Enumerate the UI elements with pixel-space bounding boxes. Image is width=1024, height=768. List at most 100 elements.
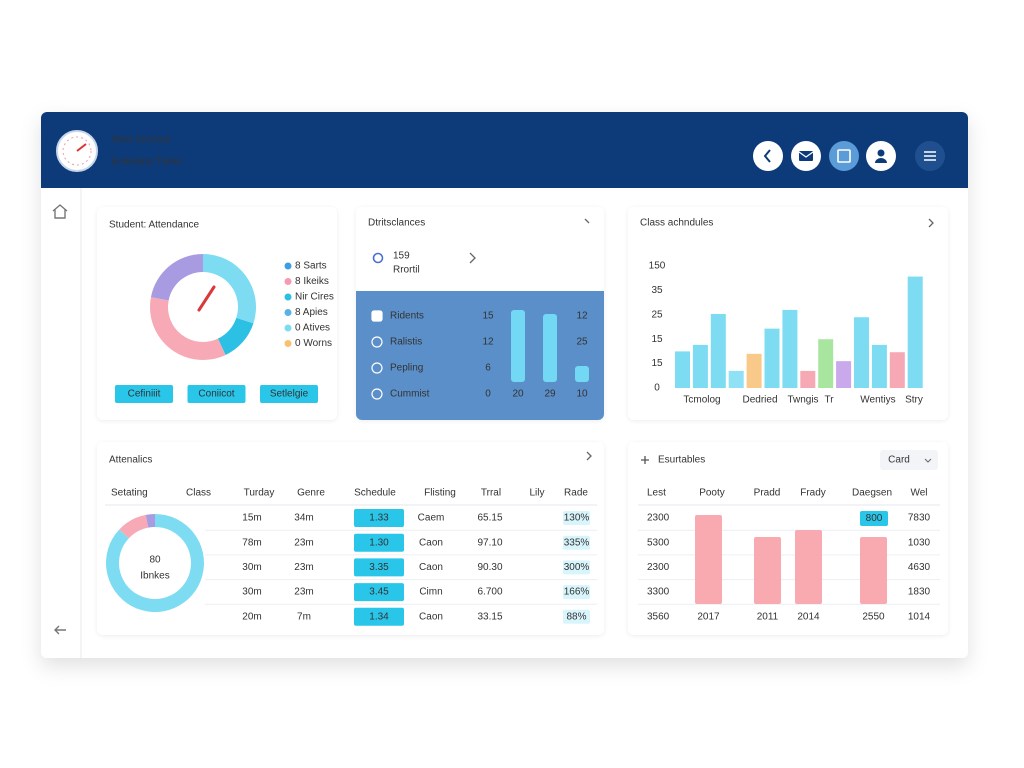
nav-calendar[interactable]: [829, 141, 859, 171]
badge-label: 88%: [566, 611, 586, 622]
badge-label: 3.45: [369, 587, 389, 598]
chevrons[interactable]: [469, 218, 934, 461]
row-value: 12: [482, 337, 494, 348]
column-header: Frady: [800, 488, 826, 499]
badge: [563, 585, 590, 600]
cell: 4630: [908, 562, 931, 573]
row-label: Cummist: [390, 389, 430, 400]
bar: [695, 515, 722, 604]
column-header: Schedule: [354, 488, 396, 499]
logo-hand: [76, 143, 87, 152]
badge: [354, 533, 404, 552]
cell: 33.15: [477, 611, 502, 622]
calendar-icon: [837, 149, 851, 163]
menu-icon: [924, 151, 936, 161]
cell: Cimn: [419, 587, 442, 598]
cell: Caem: [418, 513, 445, 524]
bar-label: 2014: [797, 612, 820, 623]
panel: [97, 207, 337, 420]
y-tick-label: 15: [651, 334, 663, 345]
bar: [860, 537, 887, 604]
panel: [628, 442, 948, 635]
row-value: 15: [482, 311, 494, 322]
legend-label: 8 Sarts: [295, 261, 327, 272]
column-header: Flisting: [424, 488, 456, 499]
profile-body: [875, 158, 887, 163]
badge-label: 1.34: [369, 611, 389, 622]
bar-label: 20: [512, 389, 524, 400]
badge: [860, 511, 888, 526]
column-header: Lily: [529, 488, 544, 499]
bar: [511, 310, 525, 382]
logo-ring: [62, 136, 92, 166]
legend-label: 0 Atives: [295, 323, 330, 334]
badge-label: 1.30: [369, 537, 389, 548]
nav-back[interactable]: [753, 141, 783, 171]
card-button-label: Card: [888, 455, 910, 466]
cell: 90.30: [477, 562, 502, 573]
cell: 34m: [294, 513, 313, 524]
bar: [710, 313, 726, 388]
column-header: Rade: [564, 488, 588, 499]
bar: [871, 344, 887, 388]
cell: Caon: [419, 611, 443, 622]
bar: [543, 314, 557, 382]
badge: [563, 511, 590, 525]
cell: 30m: [242, 562, 261, 573]
badge: [563, 535, 590, 550]
button-label: Cefiniiit: [128, 389, 161, 400]
panel: [97, 442, 604, 635]
donut-segment: [217, 317, 254, 355]
plus-icon[interactable]: [641, 456, 649, 464]
cell: 1830: [908, 587, 931, 598]
donut-segment: [203, 254, 256, 324]
bar: [746, 353, 762, 388]
cell: 5300: [647, 537, 670, 548]
legend-dot: [284, 324, 292, 332]
stat-label: Rrortil: [393, 265, 420, 276]
column-header: Pooty: [699, 488, 725, 499]
bar: [854, 317, 869, 388]
row-end: 10: [576, 389, 588, 400]
cell: Caon: [419, 537, 443, 548]
x-tick-label: Stry: [905, 395, 923, 406]
app-subtitle: Enlerdion Tislee: [111, 157, 183, 168]
mail-icon: [799, 151, 813, 161]
mail-flap: [798, 151, 814, 158]
button[interactable]: [115, 385, 173, 403]
badge-label: 300%: [564, 562, 590, 573]
row-value: 0: [485, 389, 491, 400]
cell: 3300: [647, 587, 670, 598]
button-label: Coniicot: [198, 389, 234, 400]
row-label: Ridents: [390, 311, 424, 322]
card-button[interactable]: [880, 450, 938, 470]
badge: [354, 607, 404, 626]
panel-title: Attenalics: [109, 455, 152, 466]
row-icon: [371, 310, 383, 322]
bar: [782, 309, 798, 388]
column-header: Class: [186, 488, 211, 499]
y-tick-label: 25: [651, 309, 663, 320]
button[interactable]: [260, 385, 318, 403]
bar: [907, 276, 923, 388]
bar-label: 29: [544, 389, 556, 400]
x-tick-label: Twngis: [787, 395, 818, 406]
badge-label: 166%: [564, 587, 590, 598]
home-icon[interactable]: [52, 204, 68, 219]
badge-label: 130%: [564, 513, 590, 524]
legend-dot: [284, 278, 292, 285]
back-icon[interactable]: [54, 625, 66, 635]
panel-title: Student: Attendance: [109, 220, 200, 231]
badge-label: 800: [866, 513, 883, 524]
panels: [97, 207, 948, 635]
legend-label: 8 Apies: [295, 307, 328, 318]
button[interactable]: [187, 385, 246, 403]
y-tick-label: 35: [651, 285, 663, 296]
bar: [754, 537, 781, 604]
x-tick-label: Wentiys: [860, 395, 895, 406]
column-header: Setating: [111, 488, 148, 499]
x-tick-label: Tcmolog: [683, 395, 720, 406]
cell: 3560: [647, 611, 670, 622]
panel-title: Dtritsclances: [368, 218, 425, 229]
